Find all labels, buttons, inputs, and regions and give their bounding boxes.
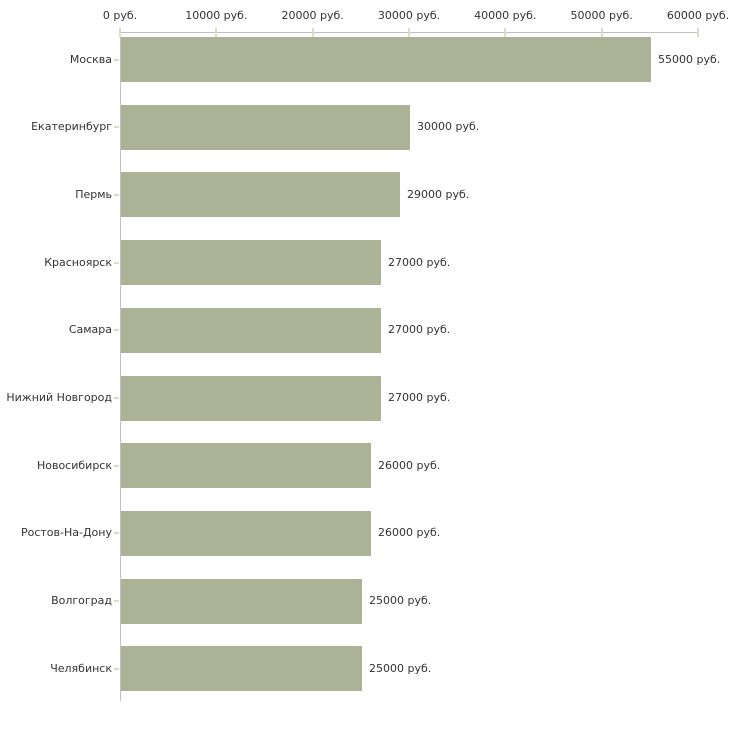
x-axis-tick-mark (504, 28, 507, 37)
category-tick-mark (114, 397, 119, 399)
x-axis-tick-label: 30000 руб. (377, 9, 441, 22)
category-tick-mark (114, 58, 119, 61)
bar (121, 646, 362, 692)
x-axis-tick-mark (215, 28, 218, 37)
bar (121, 443, 371, 489)
bar (121, 240, 381, 286)
value-label: 25000 руб. (369, 594, 432, 608)
value-label: 26000 руб. (378, 526, 441, 540)
bar (121, 307, 381, 353)
category-label: Нижний Новгород (6, 391, 112, 404)
value-label: 27000 руб. (388, 255, 451, 269)
category-label: Москва (69, 52, 112, 66)
category-label: Волгоград (51, 594, 112, 608)
x-axis-tick-label: 10000 руб. (185, 9, 248, 22)
category-label: Самара (68, 323, 112, 337)
category-label: Челябинск (50, 661, 112, 675)
x-axis-tick-label: 40000 руб. (474, 9, 537, 22)
category-tick-mark (114, 532, 119, 535)
bar (121, 37, 651, 82)
category-tick-mark (114, 464, 119, 467)
category-label: Екатеринбург (31, 120, 112, 134)
category-tick-mark (114, 261, 119, 264)
category-tick-mark (114, 667, 119, 670)
category-tick-mark (114, 126, 119, 129)
x-axis-tick-label: 60000 руб. (666, 9, 730, 22)
category-label: Ростов-На-Дону (20, 526, 112, 540)
category-tick-mark (114, 329, 119, 332)
value-label: 27000 руб. (388, 323, 451, 337)
value-label: 30000 руб. (417, 120, 480, 134)
category-label: Новосибирск (36, 458, 112, 472)
value-label: 55000 руб. (658, 52, 721, 66)
x-axis-tick-mark (407, 28, 410, 37)
category-tick-mark (114, 600, 119, 603)
value-label: 27000 руб. (388, 391, 451, 404)
category-label: Красноярск (44, 255, 112, 269)
x-axis-tick-label: 20000 руб. (281, 9, 344, 22)
x-axis-tick-mark (600, 28, 603, 37)
x-axis-tick-label: 0 руб. (102, 9, 138, 22)
category-tick-mark (114, 193, 119, 196)
x-axis-tick-mark (696, 28, 699, 37)
bar (121, 104, 410, 150)
x-axis-tick-mark (311, 28, 314, 37)
bar (121, 578, 362, 624)
category-label: Пермь (75, 187, 112, 201)
value-label: 29000 руб. (407, 187, 470, 201)
value-label: 26000 руб. (378, 458, 441, 472)
x-axis-tick-mark (119, 28, 121, 37)
x-axis-tick-label: 50000 руб. (570, 9, 633, 22)
bar (121, 375, 381, 421)
value-label: 25000 руб. (369, 661, 432, 675)
bar (121, 510, 371, 556)
y-axis-line (120, 32, 121, 701)
bar (121, 172, 400, 218)
